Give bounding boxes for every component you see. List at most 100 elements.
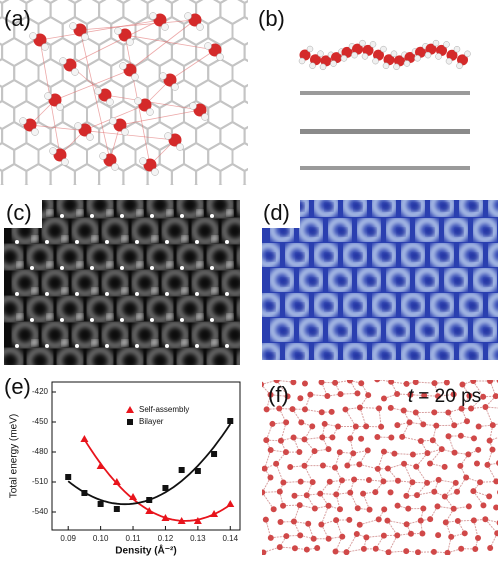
oxygen-atom — [332, 380, 339, 386]
oxygen-atom — [301, 436, 308, 443]
fit-curve — [83, 439, 231, 522]
x-tick-label: 0.14 — [222, 534, 238, 543]
hydrogen-atom — [56, 103, 64, 111]
map-core — [281, 278, 289, 286]
oxygen-atom — [263, 437, 270, 444]
oxygen-atom — [163, 73, 177, 87]
oxygen-atom — [470, 517, 477, 524]
bond — [346, 533, 358, 553]
oxygen-atom — [374, 434, 381, 441]
oxygen-atom — [378, 423, 385, 430]
bond — [320, 505, 329, 525]
map-ring — [298, 267, 324, 293]
bond — [447, 548, 462, 554]
bond — [339, 451, 354, 454]
lattice-hexagon — [49, 162, 76, 185]
hydrogen-atom — [340, 55, 348, 62]
stm-spot — [45, 240, 49, 244]
oxygen-atom — [309, 479, 316, 486]
y-tick-label: -510 — [32, 477, 49, 486]
oxygen-atom — [451, 449, 458, 456]
map-core — [426, 328, 434, 336]
oxygen-atom — [325, 502, 332, 509]
triangle-marker — [112, 478, 121, 485]
oxygen-atom — [420, 505, 427, 512]
stm-ring — [4, 347, 24, 365]
panel-label: (b) — [258, 6, 285, 31]
oxygen-atom — [388, 434, 395, 441]
stm-ring — [161, 269, 189, 297]
stm-spot — [107, 262, 113, 268]
oxygen-atom — [262, 381, 264, 388]
stm-spot — [47, 262, 53, 268]
stm-spot — [60, 370, 64, 374]
map-ring — [298, 317, 324, 343]
oxygen-atom — [303, 546, 310, 553]
stm-spot — [32, 288, 38, 294]
oxygen-atom — [454, 488, 461, 495]
stm-spot — [135, 344, 139, 348]
stm-spot — [30, 318, 34, 322]
oxygen-atom — [364, 447, 371, 454]
hydrogen-atom — [106, 98, 114, 106]
map-ring — [487, 292, 498, 318]
oxygen-atom — [358, 380, 365, 387]
hydrogen-atom — [131, 73, 139, 81]
bond — [359, 463, 378, 470]
bond — [429, 448, 443, 464]
x-tick-label: 0.12 — [158, 534, 174, 543]
stm-ring — [146, 347, 174, 365]
oxygen-atom — [419, 530, 426, 537]
stm-ring — [56, 200, 84, 219]
x-tick-label: 0.13 — [190, 534, 206, 543]
lattice-hexagon — [257, 0, 281, 3]
bond — [402, 436, 422, 442]
stm-spot — [182, 288, 188, 294]
hydrogen-atom — [86, 133, 94, 141]
hydrogen-atom — [176, 143, 184, 151]
stm-ring — [236, 351, 240, 365]
oxygen-atom — [403, 548, 410, 555]
map-ring — [284, 292, 310, 318]
hydrogen-atom — [99, 152, 107, 160]
hydrogen-atom — [456, 62, 463, 70]
triangle-marker — [80, 435, 89, 442]
lattice-hexagon — [0, 99, 16, 131]
stm-spot — [240, 266, 244, 270]
oxygen-atom — [400, 407, 407, 414]
map-core — [383, 203, 391, 211]
oxygen-atom — [373, 49, 384, 61]
oxygen-atom — [458, 545, 465, 552]
lattice-hexagon — [243, 0, 248, 21]
bond — [454, 452, 469, 455]
hydrogen-atom — [432, 39, 440, 47]
oxygen-atom — [329, 434, 336, 441]
bond — [328, 536, 343, 540]
map-ring — [472, 317, 498, 343]
square-marker — [65, 474, 72, 480]
bond — [387, 520, 407, 525]
oxygen-atom — [352, 423, 359, 430]
oxygen-atom — [441, 463, 448, 470]
hydrogen-atom — [139, 157, 147, 165]
oxygen-atom — [380, 395, 387, 402]
hydrogen-atom — [319, 63, 327, 71]
stm-spot — [105, 344, 109, 348]
stm-spot — [15, 344, 19, 348]
lattice-hexagon — [122, 0, 149, 26]
lattice-hexagon — [195, 162, 222, 185]
map-ring — [414, 267, 440, 293]
hydrogen-atom — [164, 132, 172, 140]
stm-spot — [17, 262, 23, 268]
oxygen-atom — [262, 489, 266, 496]
bond — [434, 383, 439, 397]
map-ring — [327, 267, 353, 293]
map-ring — [342, 342, 368, 360]
panel-d-image — [262, 200, 498, 360]
map-ring — [371, 342, 397, 360]
hydrogen-atom — [382, 62, 390, 70]
y-axis-label: Total energy (meV) — [9, 414, 20, 498]
map-core — [368, 228, 376, 236]
oxygen-atom — [403, 492, 410, 499]
